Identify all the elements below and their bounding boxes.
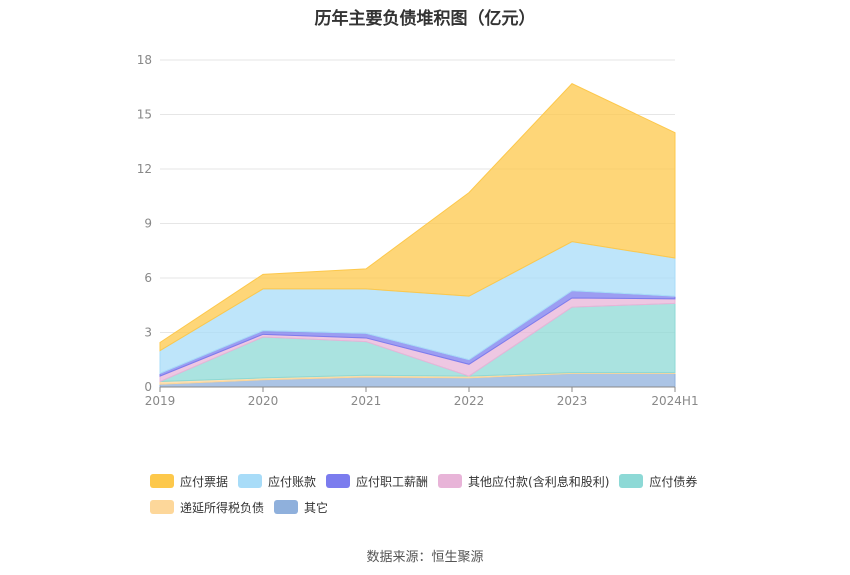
- x-tick-label: 2024H1: [651, 394, 698, 408]
- legend-swatch: [150, 474, 174, 488]
- legend-label: 应付债券: [649, 474, 698, 489]
- legend-swatch: [619, 474, 644, 488]
- legend-item[interactable]: 递延所得税负债: [150, 498, 264, 516]
- area-series-group: [159, 83, 676, 388]
- data-source-note: 数据来源：恒生聚源: [366, 550, 484, 565]
- y-tick-label: 9: [144, 217, 152, 231]
- y-tick-label: 3: [144, 326, 152, 340]
- legend-item[interactable]: 应付债券: [619, 472, 697, 490]
- x-tick-label: 2021: [351, 394, 382, 408]
- legend-item[interactable]: 应付票据: [150, 472, 228, 490]
- x-tick-label: 2022: [454, 394, 485, 408]
- y-tick-label: 6: [144, 271, 152, 285]
- legend-item[interactable]: 应付账款: [238, 472, 316, 490]
- y-tick-label: 12: [137, 162, 152, 176]
- y-tick-label: 15: [137, 108, 152, 122]
- legend-label: 应付票据: [180, 474, 229, 489]
- legend-label: 应付职工薪酬: [356, 474, 429, 489]
- chart-title: 历年主要负债堆积图（亿元）: [314, 9, 536, 29]
- axes: 0 3 6 9 12 15 18 2019 2020 2021 2022 2023 2024H1: [137, 53, 699, 408]
- legend-label: 其它: [304, 500, 329, 515]
- x-tick-label: 2019: [145, 394, 176, 408]
- legend-item[interactable]: 其它: [274, 498, 328, 516]
- y-tick-label: 0: [144, 380, 152, 394]
- legend-label: 其他应付款(含利息和股利): [468, 474, 610, 489]
- legend-label: 应付账款: [268, 474, 317, 489]
- legend-swatch: [150, 500, 174, 514]
- legend-swatch: [274, 500, 299, 514]
- area-应付票据: [159, 83, 676, 352]
- legend-item[interactable]: 应付职工薪酬: [326, 472, 428, 490]
- legend-swatch: [238, 474, 263, 488]
- legend-swatch: [326, 474, 351, 488]
- legend-item[interactable]: 其他应付款(含利息和股利): [438, 472, 609, 490]
- x-tick-label: 2023: [557, 394, 588, 408]
- legend-swatch: [438, 474, 463, 488]
- legend: 应付票据 应付账款 应付职工薪酬 其他应付款(含利息和股利) 应付债券递延所得税负债 其它: [150, 472, 730, 524]
- y-tick-label: 18: [137, 53, 152, 67]
- x-tick-label: 2020: [248, 394, 279, 408]
- legend-label: 递延所得税负债: [180, 500, 265, 515]
